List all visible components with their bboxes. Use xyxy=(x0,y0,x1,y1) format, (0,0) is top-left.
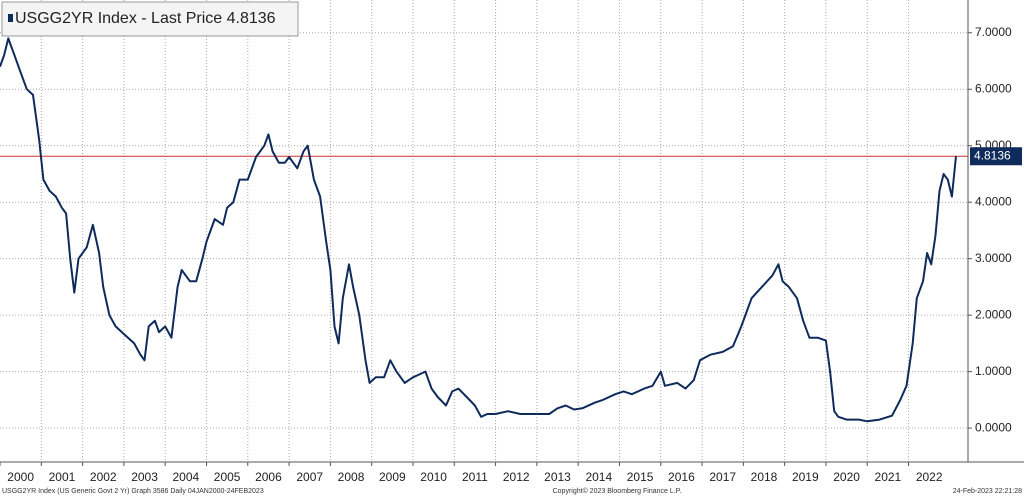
x-tick-label: 2008 xyxy=(338,470,365,484)
footer-center: Copyright© 2023 Bloomberg Finance L.P. xyxy=(553,487,682,495)
x-tick-label: 2016 xyxy=(668,470,695,484)
x-tick-label: 2011 xyxy=(462,470,488,484)
x-tick-label: 2004 xyxy=(172,470,199,484)
x-tick-label: 2018 xyxy=(751,470,778,484)
x-tick-label: 2019 xyxy=(792,470,819,484)
last-price-label: 4.8136 xyxy=(974,148,1011,162)
y-tick-label: 7.0000 xyxy=(975,25,1012,39)
x-tick-label: 2012 xyxy=(503,470,530,484)
y-tick-label: 6.0000 xyxy=(975,81,1012,95)
x-tick-label: 2020 xyxy=(833,470,860,484)
x-tick-label: 2001 xyxy=(49,470,76,484)
y-tick-label: 1.0000 xyxy=(975,364,1012,378)
y-tick-label: 3.0000 xyxy=(975,251,1012,265)
x-tick-label: 2017 xyxy=(709,470,736,484)
y-tick-label: 4.0000 xyxy=(975,194,1012,208)
x-tick-label: 2021 xyxy=(875,470,902,484)
x-tick-label: 2006 xyxy=(255,470,282,484)
x-tick-label: 2010 xyxy=(420,470,447,484)
footer-right: 24-Feb-2023 22:21:28 xyxy=(953,488,1022,495)
price-line xyxy=(0,37,957,423)
x-tick-label: 2005 xyxy=(214,470,241,484)
x-tick-label: 2013 xyxy=(544,470,571,484)
footer-left: USGG2YR Index (US Generic Govt 2 Yr) Gra… xyxy=(2,488,264,495)
x-tick-label: 2002 xyxy=(90,470,117,484)
y-tick-label: 0.0000 xyxy=(975,420,1012,434)
x-tick-label: 2009 xyxy=(379,470,406,484)
legend-text: USGG2YR Index - Last Price 4.8136 xyxy=(15,10,276,27)
x-tick-label: 2000 xyxy=(7,470,34,484)
x-tick-label: 2003 xyxy=(131,470,158,484)
last-price-box xyxy=(970,147,1022,166)
legend-box xyxy=(1,1,299,37)
x-tick-label: 2007 xyxy=(296,470,323,484)
y-tick-label: 2.0000 xyxy=(975,307,1012,321)
legend-swatch xyxy=(8,14,13,22)
x-tick-label: 2022 xyxy=(916,470,943,484)
x-tick-label: 2015 xyxy=(627,470,654,484)
x-tick-label: 2014 xyxy=(585,470,612,484)
